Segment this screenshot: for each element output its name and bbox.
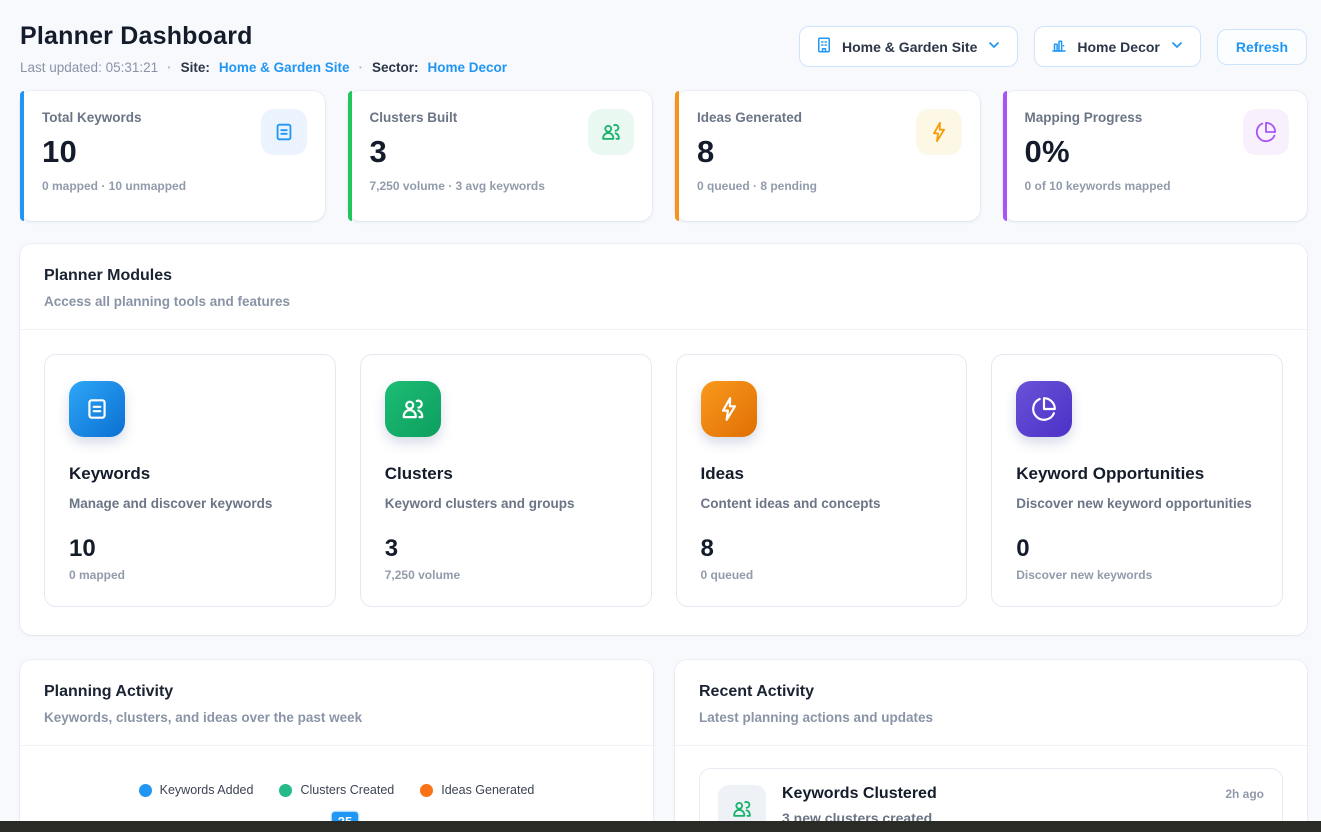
header-left: Planner Dashboard Last updated: 05:31:21… <box>20 20 507 75</box>
module-title: Keywords <box>69 464 311 484</box>
pie-chart-icon <box>1016 381 1072 437</box>
activity-title: Keywords Clustered <box>782 785 937 803</box>
stat-card-total-keywords: Total Keywords 10 0 mapped · 10 unmapped <box>20 91 325 221</box>
site-selector-dropdown[interactable]: Home & Garden Site <box>799 26 1018 67</box>
building-icon <box>815 36 833 57</box>
module-card-ideas[interactable]: Ideas Content ideas and concepts 8 0 que… <box>676 354 968 607</box>
planner-modules-panel: Planner Modules Access all planning tool… <box>20 244 1307 635</box>
zap-icon <box>916 109 962 155</box>
page-title: Planner Dashboard <box>20 22 507 51</box>
module-value: 0 <box>1016 535 1258 563</box>
meta-separator: · <box>358 60 363 75</box>
stat-substat: 0 of 10 keywords mapped <box>1025 179 1288 193</box>
module-substat: 0 mapped <box>69 568 311 582</box>
recent-activity-title: Recent Activity <box>699 683 1283 701</box>
module-description: Manage and discover keywords <box>69 496 311 511</box>
planning-activity-header: Planning Activity Keywords, clusters, an… <box>20 660 653 746</box>
stats-row: Total Keywords 10 0 mapped · 10 unmapped… <box>20 91 1307 221</box>
legend-label: Ideas Generated <box>441 783 534 797</box>
recent-activity-subtitle: Latest planning actions and updates <box>699 710 1283 725</box>
module-substat: Discover new keywords <box>1016 568 1258 582</box>
site-selector-label: Home & Garden Site <box>842 39 977 55</box>
stat-card-clusters-built: Clusters Built 3 7,250 volume · 3 avg ke… <box>348 91 653 221</box>
stat-substat: 0 mapped · 10 unmapped <box>42 179 305 193</box>
module-description: Content ideas and concepts <box>701 496 943 511</box>
module-description: Keyword clusters and groups <box>385 496 627 511</box>
site-link[interactable]: Home & Garden Site <box>219 60 350 75</box>
bar-chart-icon <box>1050 36 1068 57</box>
chart-legend: Keywords Added Clusters Created Ideas Ge… <box>20 783 653 797</box>
site-label: Site: <box>181 60 210 75</box>
page-header: Planner Dashboard Last updated: 05:31:21… <box>20 20 1307 75</box>
chevron-down-icon <box>986 37 1002 56</box>
module-title: Clusters <box>385 464 627 484</box>
sector-selector-label: Home Decor <box>1077 39 1159 55</box>
legend-dot-orange <box>420 784 433 797</box>
legend-item-keywords-added[interactable]: Keywords Added <box>139 783 254 797</box>
header-meta: Last updated: 05:31:21 · Site: Home & Ga… <box>20 60 507 75</box>
sector-selector-dropdown[interactable]: Home Decor <box>1034 26 1200 67</box>
stat-card-mapping-progress: Mapping Progress 0% 0 of 10 keywords map… <box>1003 91 1308 221</box>
module-substat: 7,250 volume <box>385 568 627 582</box>
sector-link[interactable]: Home Decor <box>427 60 507 75</box>
legend-dot-blue <box>139 784 152 797</box>
legend-dot-green <box>279 784 292 797</box>
last-updated: Last updated: 05:31:21 <box>20 60 158 75</box>
pie-chart-icon <box>1243 109 1289 155</box>
modules-grid: Keywords Manage and discover keywords 10… <box>20 330 1307 635</box>
module-title: Keyword Opportunities <box>1016 464 1258 484</box>
recent-activity-header: Recent Activity Latest planning actions … <box>675 660 1307 746</box>
module-value: 3 <box>385 535 627 563</box>
stat-card-ideas-generated: Ideas Generated 8 0 queued · 8 pending <box>675 91 980 221</box>
module-title: Ideas <box>701 464 943 484</box>
legend-label: Keywords Added <box>160 783 254 797</box>
legend-item-ideas-generated[interactable]: Ideas Generated <box>420 783 534 797</box>
modules-panel-header: Planner Modules Access all planning tool… <box>20 244 1307 330</box>
bottom-row: Planning Activity Keywords, clusters, an… <box>20 660 1307 832</box>
stat-substat: 0 queued · 8 pending <box>697 179 960 193</box>
legend-item-clusters-created[interactable]: Clusters Created <box>279 783 394 797</box>
sector-label: Sector: <box>372 60 419 75</box>
module-card-keyword-opportunities[interactable]: Keyword Opportunities Discover new keywo… <box>991 354 1283 607</box>
activity-timestamp: 2h ago <box>1225 787 1264 801</box>
activity-body: Keywords Clustered 2h ago 3 new clusters… <box>782 785 1264 826</box>
zap-icon <box>701 381 757 437</box>
module-description: Discover new keyword opportunities <box>1016 496 1258 511</box>
modules-title: Planner Modules <box>44 267 1283 285</box>
bottom-edge-bar <box>0 821 1321 832</box>
file-text-icon <box>261 109 307 155</box>
module-substat: 0 queued <box>701 568 943 582</box>
chevron-down-icon <box>1169 37 1185 56</box>
activity-list: Keywords Clustered 2h ago 3 new clusters… <box>675 746 1307 832</box>
modules-subtitle: Access all planning tools and features <box>44 294 1283 309</box>
stat-substat: 7,250 volume · 3 avg keywords <box>370 179 633 193</box>
planning-activity-title: Planning Activity <box>44 683 629 701</box>
planner-dashboard-page: Planner Dashboard Last updated: 05:31:21… <box>0 0 1321 832</box>
module-value: 8 <box>701 535 943 563</box>
planning-activity-panel: Planning Activity Keywords, clusters, an… <box>20 660 653 832</box>
header-controls: Home & Garden Site Home Decor Refresh <box>799 26 1307 67</box>
planning-activity-subtitle: Keywords, clusters, and ideas over the p… <box>44 710 629 725</box>
legend-label: Clusters Created <box>300 783 394 797</box>
users-icon <box>588 109 634 155</box>
refresh-button[interactable]: Refresh <box>1217 29 1307 65</box>
module-card-clusters[interactable]: Clusters Keyword clusters and groups 3 7… <box>360 354 652 607</box>
users-icon <box>385 381 441 437</box>
module-value: 10 <box>69 535 311 563</box>
recent-activity-panel: Recent Activity Latest planning actions … <box>675 660 1307 832</box>
module-card-keywords[interactable]: Keywords Manage and discover keywords 10… <box>44 354 336 607</box>
meta-separator: · <box>167 60 172 75</box>
file-text-icon <box>69 381 125 437</box>
